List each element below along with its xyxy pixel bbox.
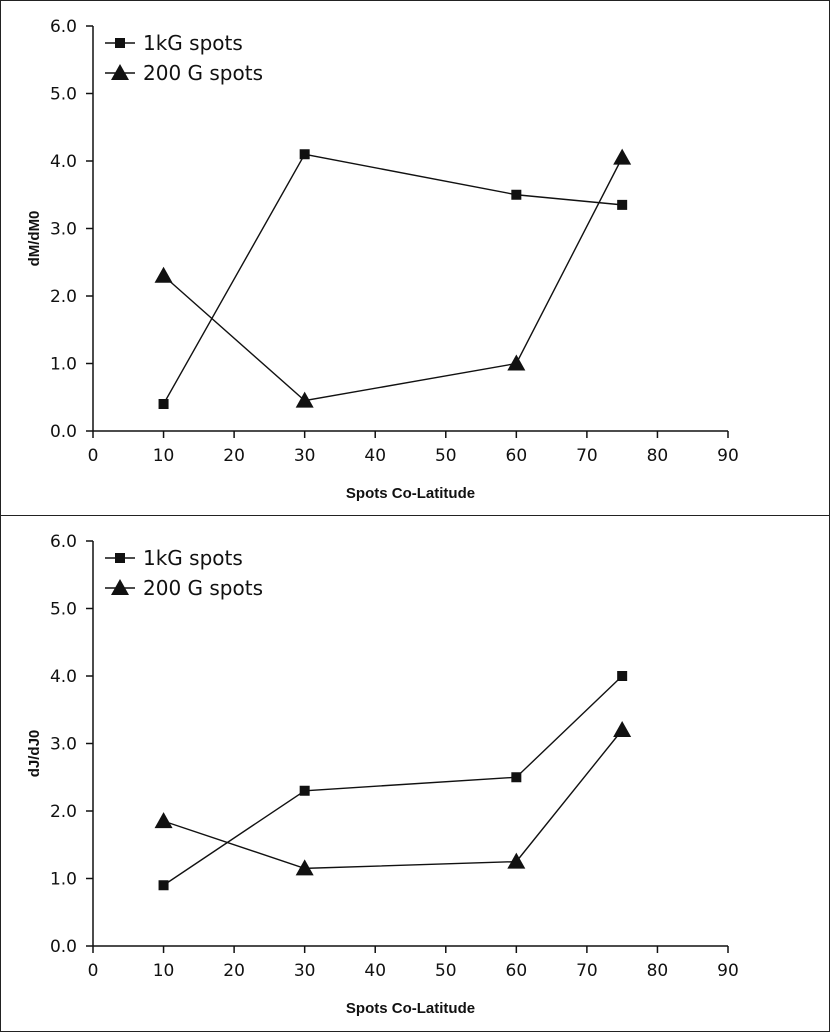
x-tick-label: 80 <box>647 446 669 466</box>
chart-panel-dm: 0.0 1.0 2.0 3.0 4.0 5.0 6.0 0 10 20 30 40 50 60 70 80 90… <box>0 0 830 516</box>
x-tick-label: 60 <box>506 961 528 981</box>
chart-dj-svg: 0.0 1.0 2.0 3.0 4.0 5.0 6.0 0 10 20 30 40 50 60 70 80 90… <box>26 532 739 1017</box>
y-tick-label: 1.0 <box>50 870 77 890</box>
y-axis-label: dJ/dJ0 <box>26 730 43 778</box>
x-tick-label: 70 <box>576 446 598 466</box>
x-tick-label: 50 <box>435 961 457 981</box>
data-point-triangle <box>295 859 314 876</box>
data-point-square <box>511 189 522 200</box>
x-axis-label: Spots Co-Latitude <box>346 485 475 502</box>
data-point-triangle <box>507 354 526 371</box>
y-tick-label: 6.0 <box>50 17 77 37</box>
data-point-square <box>158 399 169 409</box>
y-tick-label: 4.0 <box>50 667 77 687</box>
legend-label: 200 G spots <box>143 576 263 600</box>
data-point-square <box>299 149 310 160</box>
x-axis-label: Spots Co-Latitude <box>346 1000 475 1017</box>
x-tick-label: 90 <box>717 446 739 466</box>
legend-marker-triangle <box>111 579 129 595</box>
x-tick-label: 30 <box>294 961 316 981</box>
y-tick-label: 5.0 <box>50 600 77 620</box>
data-point-triangle <box>154 266 173 283</box>
data-point-triangle <box>295 391 314 408</box>
x-tick-label: 20 <box>223 961 245 981</box>
y-axis-label: dM/dM0 <box>26 211 43 267</box>
series-line-triangle <box>163 729 623 870</box>
x-tick-label: 10 <box>153 446 175 466</box>
x-tick-label: 40 <box>364 446 386 466</box>
series-line-triangle <box>163 157 623 402</box>
data-point-triangle <box>613 721 632 737</box>
legend-marker-triangle <box>111 64 129 80</box>
y-tick-label: 0.0 <box>50 422 77 442</box>
data-point-square <box>617 671 628 681</box>
x-tick-label: 0 <box>88 961 99 981</box>
y-tick-label: 1.0 <box>50 355 77 375</box>
x-tick-label: 50 <box>435 446 457 466</box>
x-tick-label: 60 <box>506 446 528 466</box>
x-tick-label: 0 <box>88 446 99 466</box>
data-point-triangle <box>613 148 632 165</box>
y-tick-label: 0.0 <box>50 937 77 957</box>
y-tick-label: 2.0 <box>50 802 77 822</box>
legend-label: 1kG spots <box>143 31 243 55</box>
y-tick-label: 3.0 <box>50 735 77 755</box>
y-tick-label: 3.0 <box>50 220 77 240</box>
legend-label: 200 G spots <box>143 61 263 85</box>
x-tick-label: 90 <box>717 961 739 981</box>
data-point-square <box>617 199 628 210</box>
x-tick-label: 30 <box>294 446 316 466</box>
data-point-square <box>511 772 522 783</box>
chart-panel-dj: 0.0 1.0 2.0 3.0 4.0 5.0 6.0 0 10 20 30 40 50 60 70 80 90… <box>0 515 830 1032</box>
x-tick-label: 10 <box>153 961 175 981</box>
legend-label: 1kG spots <box>143 546 243 570</box>
data-point-triangle <box>154 812 173 829</box>
legend-marker-square <box>115 553 125 563</box>
x-tick-label: 20 <box>223 446 245 466</box>
y-tick-label: 4.0 <box>50 152 77 172</box>
y-tick-label: 5.0 <box>50 85 77 105</box>
x-tick-label: 80 <box>647 961 669 981</box>
chart-dm-svg: 0.0 1.0 2.0 3.0 4.0 5.0 6.0 0 10 20 30 40 50 60 70 80 90… <box>26 17 739 502</box>
x-tick-label: 70 <box>576 961 598 981</box>
data-point-square <box>158 880 169 891</box>
series-line-square <box>163 675 623 886</box>
x-tick-label: 40 <box>364 961 386 981</box>
data-point-triangle <box>507 852 526 869</box>
legend-marker-square <box>115 38 125 48</box>
y-tick-label: 6.0 <box>50 532 77 552</box>
series-line-square <box>162 153 623 405</box>
data-point-square <box>299 785 310 796</box>
y-tick-label: 2.0 <box>50 287 77 307</box>
